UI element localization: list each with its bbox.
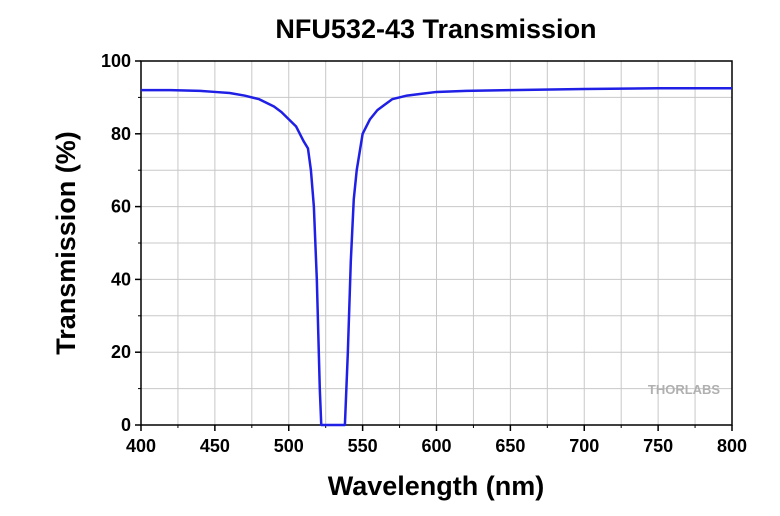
y-axis-label: Transmission (%) [51,131,81,355]
y-tick-label: 20 [111,342,131,362]
y-tick-label: 60 [111,197,131,217]
plot-frame [140,60,733,426]
watermark: THORLABS [648,382,721,397]
x-tick-label: 650 [495,436,525,456]
x-axis-label: Wavelength (nm) [328,471,545,501]
chart-title: NFU532-43 Transmission [275,14,596,44]
y-tick-label: 100 [101,51,131,71]
x-tick-label: 400 [126,436,156,456]
y-tick-label: 80 [111,124,131,144]
x-tick-label: 450 [200,436,230,456]
x-tick-label: 500 [274,436,304,456]
x-tick-label: 700 [569,436,599,456]
x-tick-label: 600 [421,436,451,456]
data-line [141,87,732,427]
y-tick-label: 40 [111,269,131,289]
x-tick-label: 800 [717,436,747,456]
x-tick-label: 750 [643,436,673,456]
y-tick-label: 0 [121,415,131,435]
x-tick-label: 550 [348,436,378,456]
